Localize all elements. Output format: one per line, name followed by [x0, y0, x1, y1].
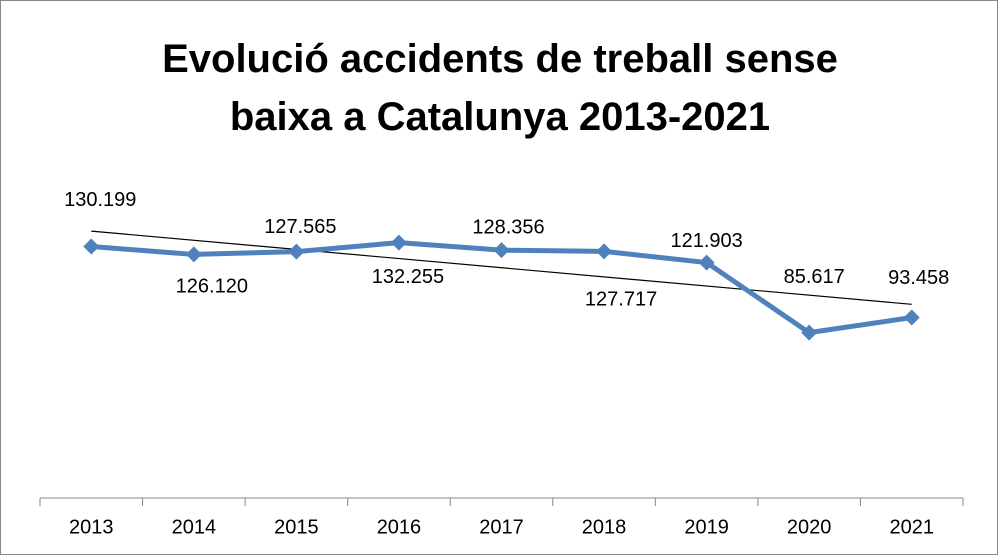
x-tick-label: 2019: [684, 516, 729, 538]
marker: [698, 254, 715, 271]
marker: [596, 243, 613, 260]
data-label: 132.255: [372, 266, 444, 288]
marker: [83, 238, 100, 255]
data-label: 121.903: [670, 230, 742, 252]
x-tick-label: 2017: [479, 516, 524, 538]
data-label: 127.565: [264, 216, 336, 238]
marker: [390, 234, 407, 251]
data-label: 128.356: [472, 216, 544, 238]
chart-title: Evolució accidents de treball sense baix…: [162, 37, 838, 139]
x-tick-label: 2014: [172, 516, 217, 538]
data-label: 130.199: [64, 189, 136, 211]
trendline: [91, 230, 912, 305]
x-tick-label: 2021: [889, 516, 934, 538]
x-tick-label: 2016: [377, 516, 422, 538]
marker: [493, 242, 510, 259]
x-tick-label: 2013: [69, 516, 114, 538]
marker: [288, 243, 305, 260]
x-tick-label: 2020: [787, 516, 832, 538]
marker: [903, 309, 920, 326]
data-label: 85.617: [784, 266, 845, 288]
data-label: 93.458: [888, 267, 949, 289]
x-tick-label: 2015: [274, 516, 319, 538]
marker: [801, 324, 818, 341]
data-label: 126.120: [176, 276, 248, 298]
marker: [185, 246, 202, 263]
x-tick-label: 2018: [582, 516, 627, 538]
data-label: 127.717: [585, 289, 657, 311]
